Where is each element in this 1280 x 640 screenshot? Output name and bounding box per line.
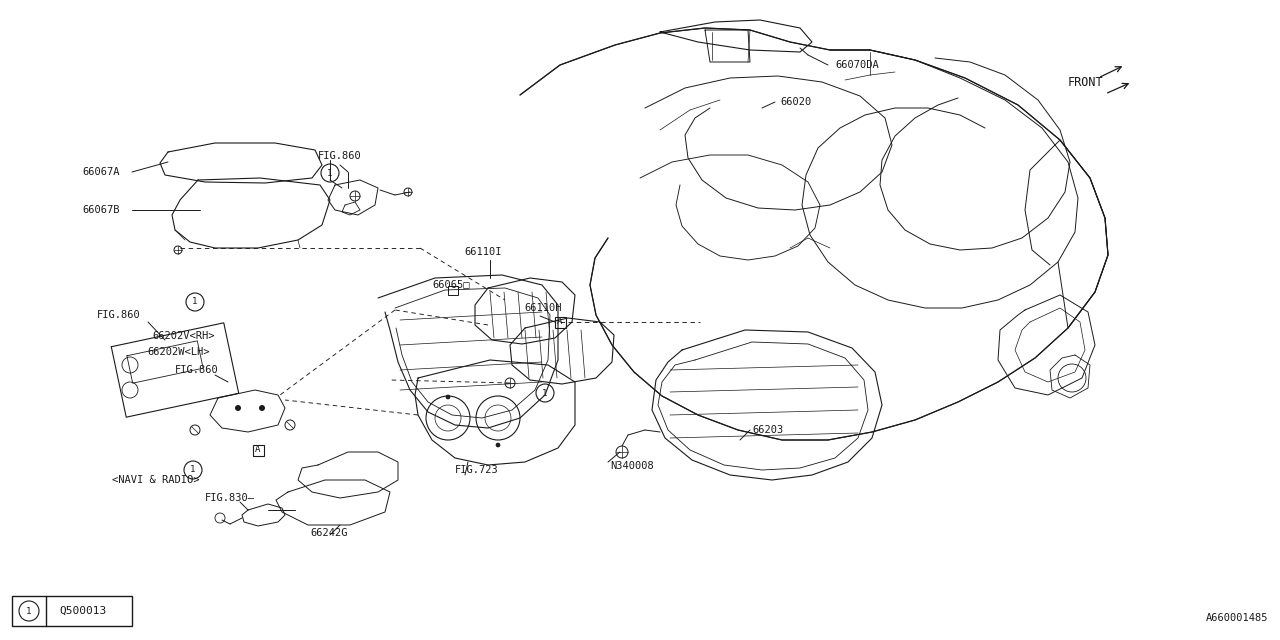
Text: 66242G: 66242G <box>310 528 347 538</box>
Text: FIG.830—: FIG.830— <box>205 493 255 503</box>
Text: 66065□: 66065□ <box>433 279 470 289</box>
Text: A: A <box>255 445 261 454</box>
Text: 1: 1 <box>191 465 196 474</box>
Text: FIG.860: FIG.860 <box>175 365 219 375</box>
Text: FIG.860: FIG.860 <box>317 151 362 161</box>
Text: 1: 1 <box>543 388 548 397</box>
Text: 66070DA: 66070DA <box>835 60 879 70</box>
Bar <box>252 445 264 456</box>
Text: FIG.860: FIG.860 <box>97 310 141 320</box>
Text: <NAVI & RADIO>: <NAVI & RADIO> <box>113 475 200 485</box>
Text: 1: 1 <box>192 298 197 307</box>
Text: 66202W<LH>: 66202W<LH> <box>147 347 210 357</box>
Circle shape <box>236 405 241 411</box>
Text: 66110I: 66110I <box>465 247 502 257</box>
Circle shape <box>497 443 500 447</box>
Text: 66020: 66020 <box>780 97 812 107</box>
Text: 66067A: 66067A <box>82 167 119 177</box>
Circle shape <box>259 405 265 411</box>
Text: 1: 1 <box>328 168 333 177</box>
Bar <box>12 596 132 626</box>
Bar <box>554 317 566 328</box>
Text: 66202V<RH>: 66202V<RH> <box>152 331 215 341</box>
Text: A660001485: A660001485 <box>1206 613 1268 623</box>
Bar <box>448 286 458 295</box>
Text: A: A <box>557 317 563 326</box>
Text: 1: 1 <box>27 607 32 616</box>
Text: 66203: 66203 <box>753 425 783 435</box>
Text: 66067B: 66067B <box>82 205 119 215</box>
Text: 66110H: 66110H <box>524 303 562 313</box>
Text: FIG.723: FIG.723 <box>454 465 499 475</box>
Text: Q500013: Q500013 <box>59 606 106 616</box>
Text: FRONT: FRONT <box>1068 76 1103 88</box>
Text: N340008: N340008 <box>611 461 654 471</box>
Circle shape <box>445 395 451 399</box>
